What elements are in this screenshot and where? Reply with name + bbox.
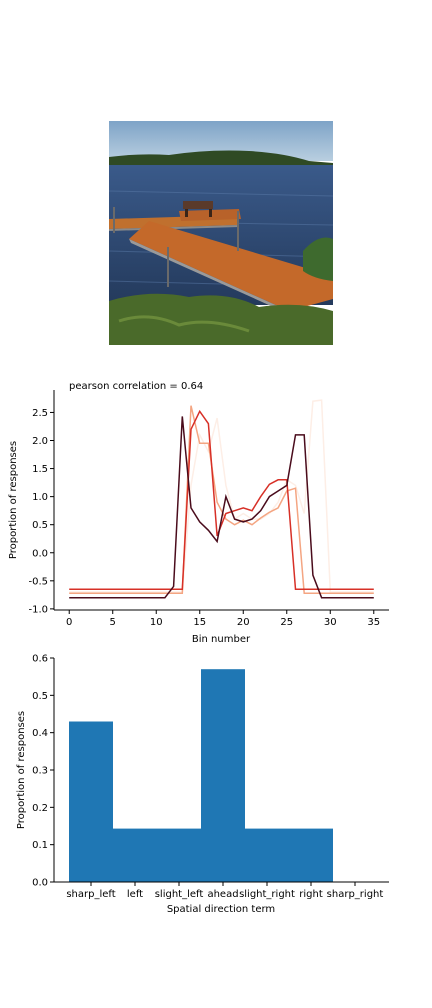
bar-chart-y-tick-label: 0.5: [32, 691, 48, 702]
line-chart-x-tick-label: 30: [324, 617, 337, 628]
line-chart-ylabel: Proportion of responses: [8, 441, 19, 559]
line-chart-y-tick-label: 1.0: [32, 492, 48, 503]
lake-dock-photo: [109, 121, 333, 345]
bar-chart-y-tick-label: 0.4: [32, 728, 48, 739]
bar-chart: sharp_left left slight_left ahead slight_rig…: [16, 654, 389, 915]
line-chart-y-tick-label: -1.0: [28, 604, 48, 615]
line-chart-x-tick-label: 35: [367, 617, 380, 628]
bar-chart-x-tick-label: sharp_right: [327, 889, 384, 900]
line-chart-y-tick-label: 2.0: [32, 436, 48, 447]
line-series-0: [69, 399, 374, 593]
line-chart-x-tick-label: 10: [150, 617, 163, 628]
bar-chart-y-tick-label: 0.3: [32, 766, 48, 777]
bar-chart-ylabel: Proportion of responses: [16, 711, 27, 829]
bar-chart-x-tick-label: left: [127, 889, 143, 900]
line-chart-x-tick-label: 15: [193, 617, 206, 628]
bar-left: [113, 828, 157, 882]
bar-chart-xlabel: Spatial direction term: [167, 904, 275, 915]
line-chart-plot: 0 5 10 15 20 25 30 35 -1.0 -0.5 0.0 0.5 1.0 1.5 2.0 2.5: [28, 390, 389, 628]
bar-sharp_left: [69, 721, 113, 882]
bar-slight_right: [245, 828, 289, 882]
line-chart-x-tick-label: 20: [237, 617, 250, 628]
bar-chart-y-tick-label: 0.1: [32, 840, 48, 851]
bar-chart-x-tick-label: ahead: [207, 889, 238, 900]
line-chart-y-tick-label: 1.5: [32, 464, 48, 475]
bar-chart-x-tick-label: slight_left: [155, 889, 204, 900]
bar-right: [289, 828, 333, 882]
line-chart-x-tick-label: 0: [66, 617, 72, 628]
line-chart-x-tick-label: 25: [280, 617, 293, 628]
line-chart-xlabel: Bin number: [192, 634, 251, 645]
bar-chart-y-tick-label: 0.0: [32, 878, 48, 889]
line-series-3: [69, 416, 374, 599]
line-chart-x-tick-label: 5: [110, 617, 116, 628]
line-chart-y-tick-label: 2.5: [32, 408, 48, 419]
line-series-2: [69, 409, 374, 590]
bar-chart-y-tick-label: 0.2: [32, 803, 48, 814]
bar-ahead: [201, 669, 245, 882]
bar-chart-x-tick-label: sharp_left: [66, 889, 115, 900]
line-series-1: [69, 405, 374, 594]
bar-chart-y-tick-label: 0.6: [32, 654, 48, 665]
line-chart-y-tick-label: -0.5: [28, 576, 48, 587]
line-chart-y-tick-label: 0.5: [32, 520, 48, 531]
bar-chart-x-tick-label: right: [299, 889, 323, 900]
line-chart-title: pearson correlation = 0.64: [69, 381, 203, 392]
line-chart-y-tick-label: 0.0: [32, 548, 48, 559]
bar-chart-x-tick-label: slight_right: [239, 889, 295, 900]
line-chart: pearson correlation = 0.64 0 5 10 15 20 25 30 3…: [8, 381, 389, 645]
bar-slight_left: [157, 828, 201, 882]
bar-chart-plot: sharp_left left slight_left ahead slight_rig…: [32, 654, 389, 900]
